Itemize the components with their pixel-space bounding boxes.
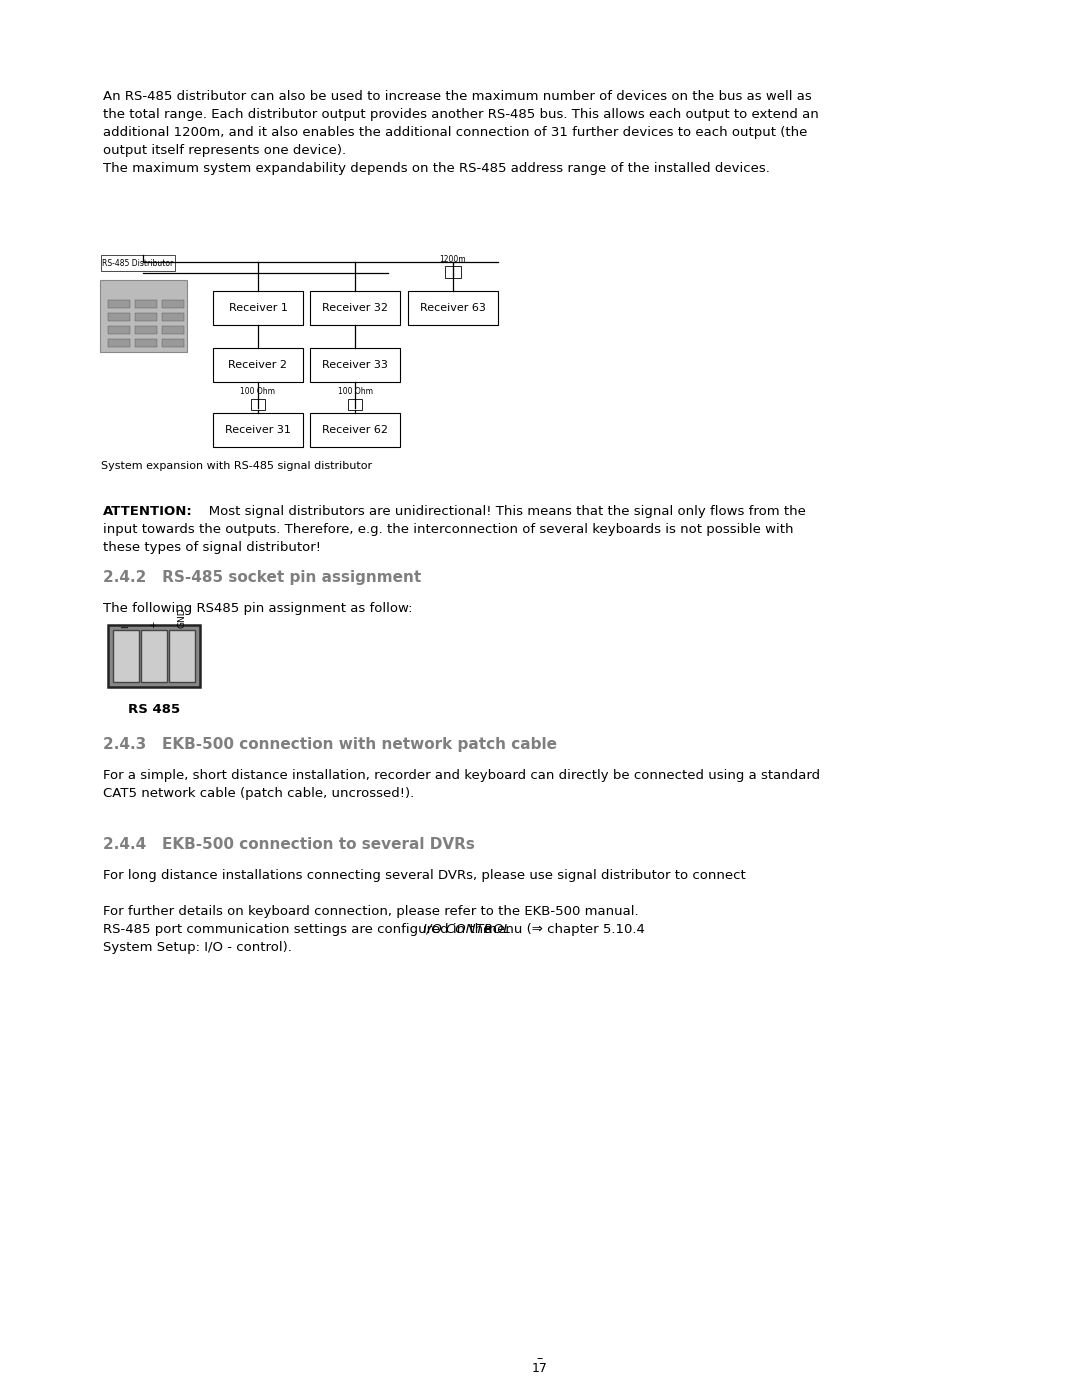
Bar [140,630,166,682]
Bar [162,300,184,307]
Bar [251,400,265,409]
Text: Receiver 1: Receiver 1 [229,303,287,313]
Bar [408,291,498,326]
Bar [162,313,184,321]
Bar [310,291,400,326]
Bar [213,348,303,381]
Text: +: + [149,620,158,629]
Text: For long distance installations connecting several DVRs, please use signal distr: For long distance installations connecti… [103,869,745,882]
Text: For a simple, short distance installation, recorder and keyboard can directly be: For a simple, short distance installatio… [103,768,820,782]
Text: I/O CONTROL: I/O CONTROL [423,923,511,936]
Bar [108,624,200,687]
Text: menu (⇒ chapter 5.10.4: menu (⇒ chapter 5.10.4 [480,923,645,936]
Text: System expansion with RS-485 signal distributor: System expansion with RS-485 signal dist… [100,461,372,471]
Text: CAT5 network cable (patch cable, uncrossed!).: CAT5 network cable (patch cable, uncross… [103,787,414,800]
Text: Receiver 32: Receiver 32 [322,303,388,313]
Text: Receiver 31: Receiver 31 [225,425,291,434]
Text: 2.4.4   EKB-500 connection to several DVRs: 2.4.4 EKB-500 connection to several DVRs [103,837,474,852]
Bar [348,400,362,409]
Text: For further details on keyboard connection, please refer to the EKB-500 manual.: For further details on keyboard connecti… [103,905,638,918]
Bar [108,300,130,307]
Bar [310,348,400,381]
Text: GND: GND [177,608,186,629]
Bar [135,300,157,307]
Text: output itself represents one device).: output itself represents one device). [103,144,346,156]
Text: An RS-485 distributor can also be used to increase the maximum number of devices: An RS-485 distributor can also be used t… [103,89,811,103]
Bar [112,630,138,682]
Bar [108,326,130,334]
Bar [102,256,175,271]
Text: 1200m: 1200m [440,256,467,264]
Bar [445,265,461,278]
Text: 100 Ohm: 100 Ohm [241,387,275,395]
Text: the total range. Each distributor output provides another RS-485 bus. This allow: the total range. Each distributor output… [103,108,819,122]
Text: System Setup: I/O - control).: System Setup: I/O - control). [103,942,292,954]
Text: –: – [537,1352,543,1365]
Text: these types of signal distributor!: these types of signal distributor! [103,541,321,555]
Text: additional 1200m, and it also enables the additional connection of 31 further de: additional 1200m, and it also enables th… [103,126,807,138]
Bar [310,414,400,447]
Text: RS 485: RS 485 [127,703,179,717]
Bar [108,339,130,346]
Text: Receiver 63: Receiver 63 [420,303,486,313]
Bar [162,339,184,346]
Bar [213,291,303,326]
Text: 2.4.2   RS-485 socket pin assignment: 2.4.2 RS-485 socket pin assignment [103,570,421,585]
Bar [213,414,303,447]
Bar [108,313,130,321]
Bar [135,313,157,321]
Text: input towards the outputs. Therefore, e.g. the interconnection of several keyboa: input towards the outputs. Therefore, e.… [103,522,793,536]
Text: Most signal distributors are unidirectional! This means that the signal only flo: Most signal distributors are unidirectio… [195,504,806,518]
Text: ATTENTION:: ATTENTION: [103,504,192,518]
Text: 100 Ohm: 100 Ohm [337,387,373,395]
Text: 2.4.3   EKB-500 connection with network patch cable: 2.4.3 EKB-500 connection with network pa… [103,738,556,752]
Text: Receiver 33: Receiver 33 [322,360,388,370]
Text: The maximum system expandability depends on the RS-485 address range of the inst: The maximum system expandability depends… [103,162,769,175]
Text: 17: 17 [532,1362,548,1375]
Text: RS-485 Distributor: RS-485 Distributor [103,258,174,267]
Text: Receiver 2: Receiver 2 [229,360,287,370]
Text: RS-485 port communication settings are configured in the: RS-485 port communication settings are c… [103,923,496,936]
Bar [135,339,157,346]
Bar [135,326,157,334]
Bar [100,279,187,352]
Text: The following RS485 pin assignment as follow:: The following RS485 pin assignment as fo… [103,602,413,615]
Bar [162,326,184,334]
Bar [168,630,194,682]
Text: I: I [121,626,130,629]
Text: Receiver 62: Receiver 62 [322,425,388,434]
